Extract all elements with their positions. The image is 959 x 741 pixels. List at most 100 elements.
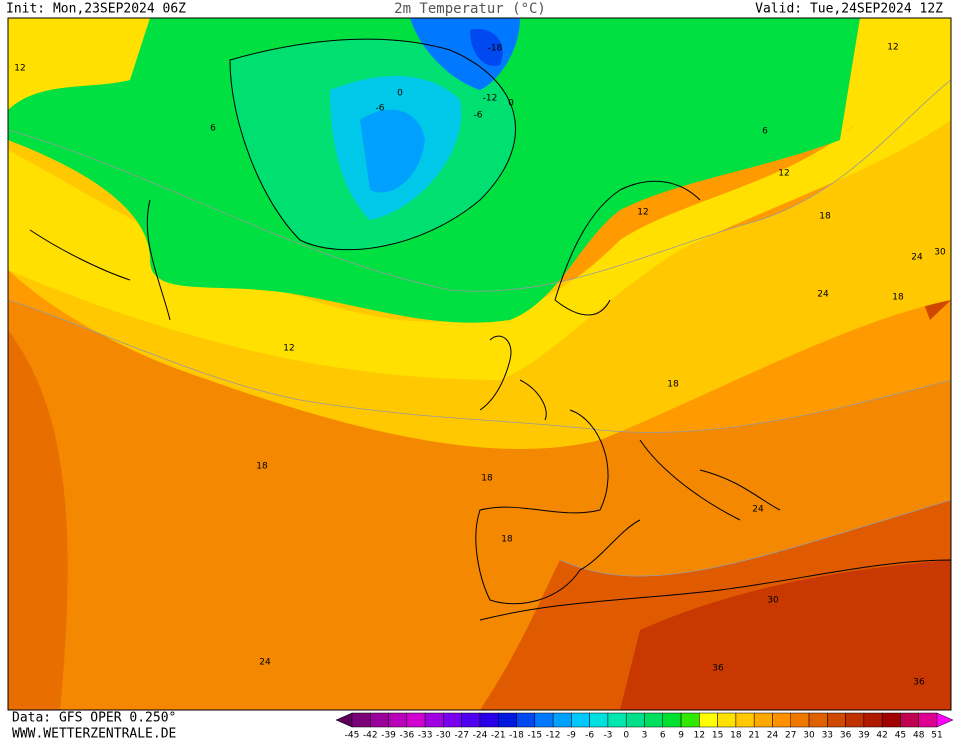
colorbar-label: 3 xyxy=(642,731,648,741)
contour-label: 36 xyxy=(712,664,724,674)
contour-label: 18 xyxy=(256,462,268,472)
map xyxy=(7,17,952,711)
colorbar-label: 15 xyxy=(712,731,723,741)
colorbar-box xyxy=(662,712,682,728)
colorbar-label: -42 xyxy=(363,731,378,741)
colorbar-label: -3 xyxy=(603,731,612,741)
contour-label: 0 xyxy=(397,89,403,99)
colorbar-label: 12 xyxy=(694,731,705,741)
colorbar-label: -9 xyxy=(567,731,576,741)
colorbar-label: 27 xyxy=(785,731,796,741)
colorbar-label: -15 xyxy=(527,731,542,741)
colorbar-box xyxy=(370,712,389,728)
contour-label: 6 xyxy=(210,124,216,134)
colorbar-label: 0 xyxy=(623,731,629,741)
colorbar-label: 51 xyxy=(931,731,942,741)
colorbar-box xyxy=(790,712,810,728)
contour-label: 18 xyxy=(892,293,904,303)
colorbar-label: 24 xyxy=(767,731,779,741)
colorbar-label: -21 xyxy=(491,731,506,741)
colorbar-label: -6 xyxy=(585,731,594,741)
contour-label: -6 xyxy=(474,111,483,121)
colorbar-label: -45 xyxy=(345,731,360,741)
colorbar-label: 9 xyxy=(678,731,684,741)
colorbar-arrow xyxy=(335,712,353,728)
colorbar-box xyxy=(461,712,481,728)
colorbar-label: -24 xyxy=(473,731,488,741)
contour-label: 18 xyxy=(501,535,513,545)
colorbar-label: -39 xyxy=(381,731,396,741)
contour-label: 18 xyxy=(667,380,679,390)
contour-label: -6 xyxy=(376,104,385,114)
colorbar-box xyxy=(406,712,426,728)
contour-label: 18 xyxy=(819,212,831,222)
init-time: Init: Mon,23SEP2024 06Z xyxy=(6,2,186,17)
colorbar-box xyxy=(735,712,755,728)
colorbar-label: -36 xyxy=(399,731,414,741)
colorbar-label: -18 xyxy=(509,731,524,741)
contour-label: 24 xyxy=(259,658,271,668)
colorbar-label: 48 xyxy=(913,731,925,741)
contour-label: 30 xyxy=(934,248,946,258)
colorbar-box xyxy=(863,712,883,728)
contour-label: 12 xyxy=(637,208,648,218)
colorbar-box xyxy=(881,712,901,728)
contour-label: 12 xyxy=(887,43,898,53)
colorbar-label: -30 xyxy=(436,731,451,741)
map-title: 2m Temperatur (°C) xyxy=(394,1,546,17)
colorbar-box xyxy=(589,712,609,728)
contour-label: 12 xyxy=(283,344,294,354)
colorbar-box xyxy=(424,712,444,728)
colorbar-box xyxy=(900,712,919,728)
colorbar-box xyxy=(845,712,865,728)
colorbar-box xyxy=(918,712,938,728)
colorbar-box xyxy=(571,712,590,728)
contour-label: 12 xyxy=(778,169,789,179)
contour-label: -18 xyxy=(488,44,503,54)
contour-label: 24 xyxy=(817,290,829,300)
contour-label: 18 xyxy=(481,474,493,484)
colorbar-label: 33 xyxy=(822,731,833,741)
contour-label: 12 xyxy=(14,64,25,74)
colorbar-label: 18 xyxy=(730,731,742,741)
colorbar-label: -27 xyxy=(454,731,469,741)
colorbar-box xyxy=(772,712,791,728)
contour-label: 36 xyxy=(913,678,925,688)
valid-time: Valid: Tue,24SEP2024 12Z xyxy=(755,2,943,17)
colorbar-box xyxy=(644,712,664,728)
colorbar-box xyxy=(443,712,462,728)
contour-label: 6 xyxy=(762,127,768,137)
colorbar-label: -12 xyxy=(546,731,561,741)
colorbar-box xyxy=(498,712,517,728)
colorbar-label: 39 xyxy=(858,731,870,741)
colorbar-box xyxy=(479,712,499,728)
colorbar-box xyxy=(607,712,627,728)
colorbar-label: 6 xyxy=(660,731,666,741)
contour-label: 0 xyxy=(508,99,514,109)
colorbar-box xyxy=(717,712,737,728)
data-source: Data: GFS OPER 0.250° xyxy=(12,711,176,726)
colorbar-box xyxy=(351,712,371,728)
colorbar-box xyxy=(552,712,572,728)
colorbar-label: 45 xyxy=(895,731,906,741)
colorbar-box xyxy=(753,712,773,728)
colorbar-box xyxy=(534,712,554,728)
colorbar-box xyxy=(625,712,645,728)
contour-label: 24 xyxy=(752,505,764,515)
colorbar-box xyxy=(827,712,846,728)
colorbar-label: 21 xyxy=(748,731,759,741)
contour-label: -12 xyxy=(483,94,498,104)
colorbar-label: 30 xyxy=(803,731,815,741)
colorbar-label: -33 xyxy=(418,731,433,741)
colorbar-box xyxy=(680,712,700,728)
colorbar-arrow xyxy=(936,712,954,728)
colorbar-box xyxy=(808,712,828,728)
contour-label: 30 xyxy=(767,596,779,606)
contour-label: 24 xyxy=(911,253,923,263)
colorbar-box xyxy=(516,712,536,728)
colorbar-box xyxy=(699,712,718,728)
colorbar-label: 42 xyxy=(876,731,887,741)
colorbar-label: 36 xyxy=(840,731,852,741)
